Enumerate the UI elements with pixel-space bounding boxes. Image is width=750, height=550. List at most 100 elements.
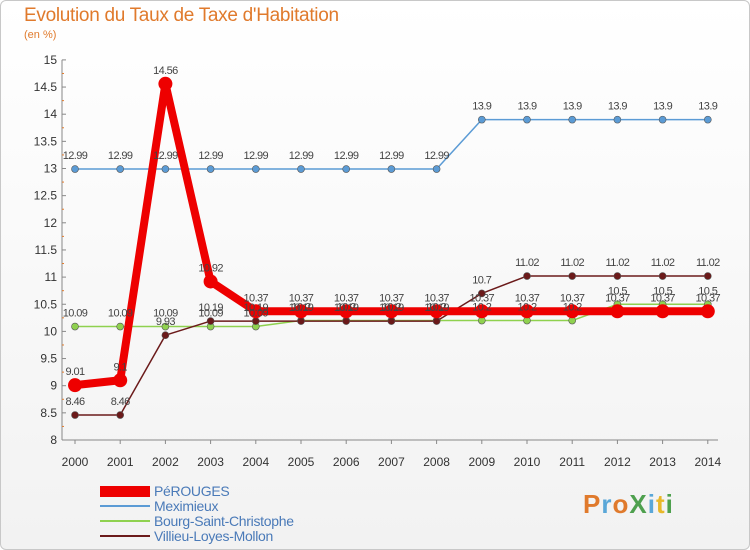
series-point-1 [523,115,531,124]
y-tick-label: 10 [44,324,58,338]
series-point-3 [161,331,170,340]
x-tick-label: 2008 [423,455,450,469]
x-tick-label: 2004 [242,455,269,469]
data-label-1: 12.99 [289,150,314,162]
data-label-0: 10.37 [650,292,675,304]
y-tick-label: 9.5 [40,352,57,366]
data-label-3: 10.7 [472,274,491,286]
data-label-2: 10.5 [698,285,717,297]
y-tick-label: 14.5 [34,80,58,94]
data-label-3: 10.19 [289,302,314,314]
data-label-0: 10.37 [696,292,721,304]
data-label-3: 8.46 [65,396,84,408]
x-tick-label: 2014 [694,455,721,469]
y-tick-label: 11 [45,270,58,284]
x-tick-label: 2002 [152,455,179,469]
series-point-2 [71,322,79,331]
data-label-0: 10.37 [379,292,404,304]
data-label-1: 12.99 [424,150,449,162]
data-label-2: 10.09 [153,308,178,320]
y-tick-label: 13.5 [34,134,58,148]
series-point-3 [116,411,124,419]
data-label-1: 12.99 [379,150,404,162]
series-point-2 [161,322,170,331]
data-label-3: 11.02 [651,257,675,269]
legend-label-villieu-loyes-mollon: Villieu-Loyes-Mollon [154,528,274,544]
series-point-3 [703,272,712,280]
x-tick-label: 2005 [288,455,315,469]
series-point-0 [520,304,534,319]
data-label-3: 11.02 [696,257,720,269]
data-label-1: 13.9 [517,101,536,113]
chart-subtitle: (en %) [24,29,57,41]
x-tick-label: 2006 [333,455,360,469]
series-point-1 [252,165,260,173]
data-label-0: 10.37 [334,292,359,304]
data-label-0: 10.37 [560,292,585,304]
x-tick-label: 2007 [378,455,405,469]
series-point-0 [203,274,218,289]
series-point-3 [71,411,79,419]
data-label-0: 10.37 [424,292,449,304]
data-label-0: 10.37 [289,292,314,304]
data-label-0: 14.56 [153,65,178,77]
data-label-2: 10.2 [472,302,491,314]
series-point-1 [658,115,667,124]
x-tick-label: 2000 [62,455,89,469]
series-point-3 [206,317,215,325]
y-tick-label: 13 [44,162,58,176]
series-point-1 [342,165,351,173]
y-tick-label: 12 [44,216,58,230]
data-label-2: 10.5 [608,285,627,297]
legend-label-bourg-saint-christophe: Bourg-Saint-Christophe [154,513,294,529]
data-label-1: 13.9 [698,101,717,113]
data-label-3: 10.19 [244,302,269,314]
data-label-2: 10.09 [108,308,133,320]
series-point-0 [474,304,489,319]
data-label-2: 10.09 [63,308,88,320]
y-tick-label: 8 [50,433,57,447]
data-label-3: 9.93 [156,316,175,328]
data-label-2: 10.2 [382,302,401,314]
data-label-3: 11.02 [606,257,630,269]
x-tick-label: 2011 [559,455,585,469]
proxiti-logo: ProXiti [583,489,674,519]
series-point-3 [658,272,667,280]
series-point-3 [387,317,396,325]
y-tick-label: 9 [50,379,57,393]
data-label-3: 10.19 [334,302,359,314]
series-point-1 [297,165,305,173]
series-point-0 [113,373,128,388]
data-label-2: 10.09 [198,308,223,320]
series-point-0 [565,304,580,319]
data-label-1: 12.99 [198,150,223,162]
data-label-1: 12.99 [63,150,88,162]
series-point-0 [339,304,354,319]
legend-swatch-bourg-saint-christophe [100,520,150,522]
data-label-0: 10.37 [470,292,495,304]
data-label-3: 10.19 [424,302,449,314]
series-point-0 [384,304,399,319]
series-point-0 [429,304,444,319]
data-label-1: 13.9 [608,101,627,113]
x-tick-label: 2012 [604,455,631,469]
series-point-3 [342,317,351,325]
data-label-2: 10.2 [291,302,310,314]
data-label-1: 12.99 [108,150,133,162]
series-point-1 [161,165,170,173]
y-tick-label: 11.5 [35,243,58,257]
series-point-1 [116,165,124,173]
data-label-1: 12.99 [334,150,359,162]
y-tick-label: 15 [44,53,58,67]
series-point-0 [700,304,715,319]
data-label-0: 10.37 [244,292,269,304]
series-point-0 [68,378,82,393]
y-tick-label: 12.5 [34,189,58,203]
series-line-0 [74,79,708,390]
data-label-3: 10.19 [198,302,223,314]
data-label-0: 10.92 [198,262,223,274]
series-point-3 [297,317,305,325]
x-tick-label: 2013 [649,455,676,469]
y-tick-label: 8.5 [40,406,57,420]
